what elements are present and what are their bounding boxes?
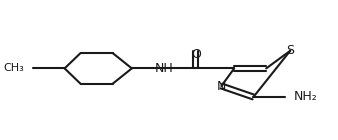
Text: NH: NH	[154, 62, 173, 75]
Text: N: N	[217, 80, 226, 93]
Text: CH₃: CH₃	[4, 63, 25, 73]
Text: S: S	[286, 44, 294, 57]
Text: NH₂: NH₂	[293, 90, 317, 103]
Text: O: O	[191, 48, 201, 61]
